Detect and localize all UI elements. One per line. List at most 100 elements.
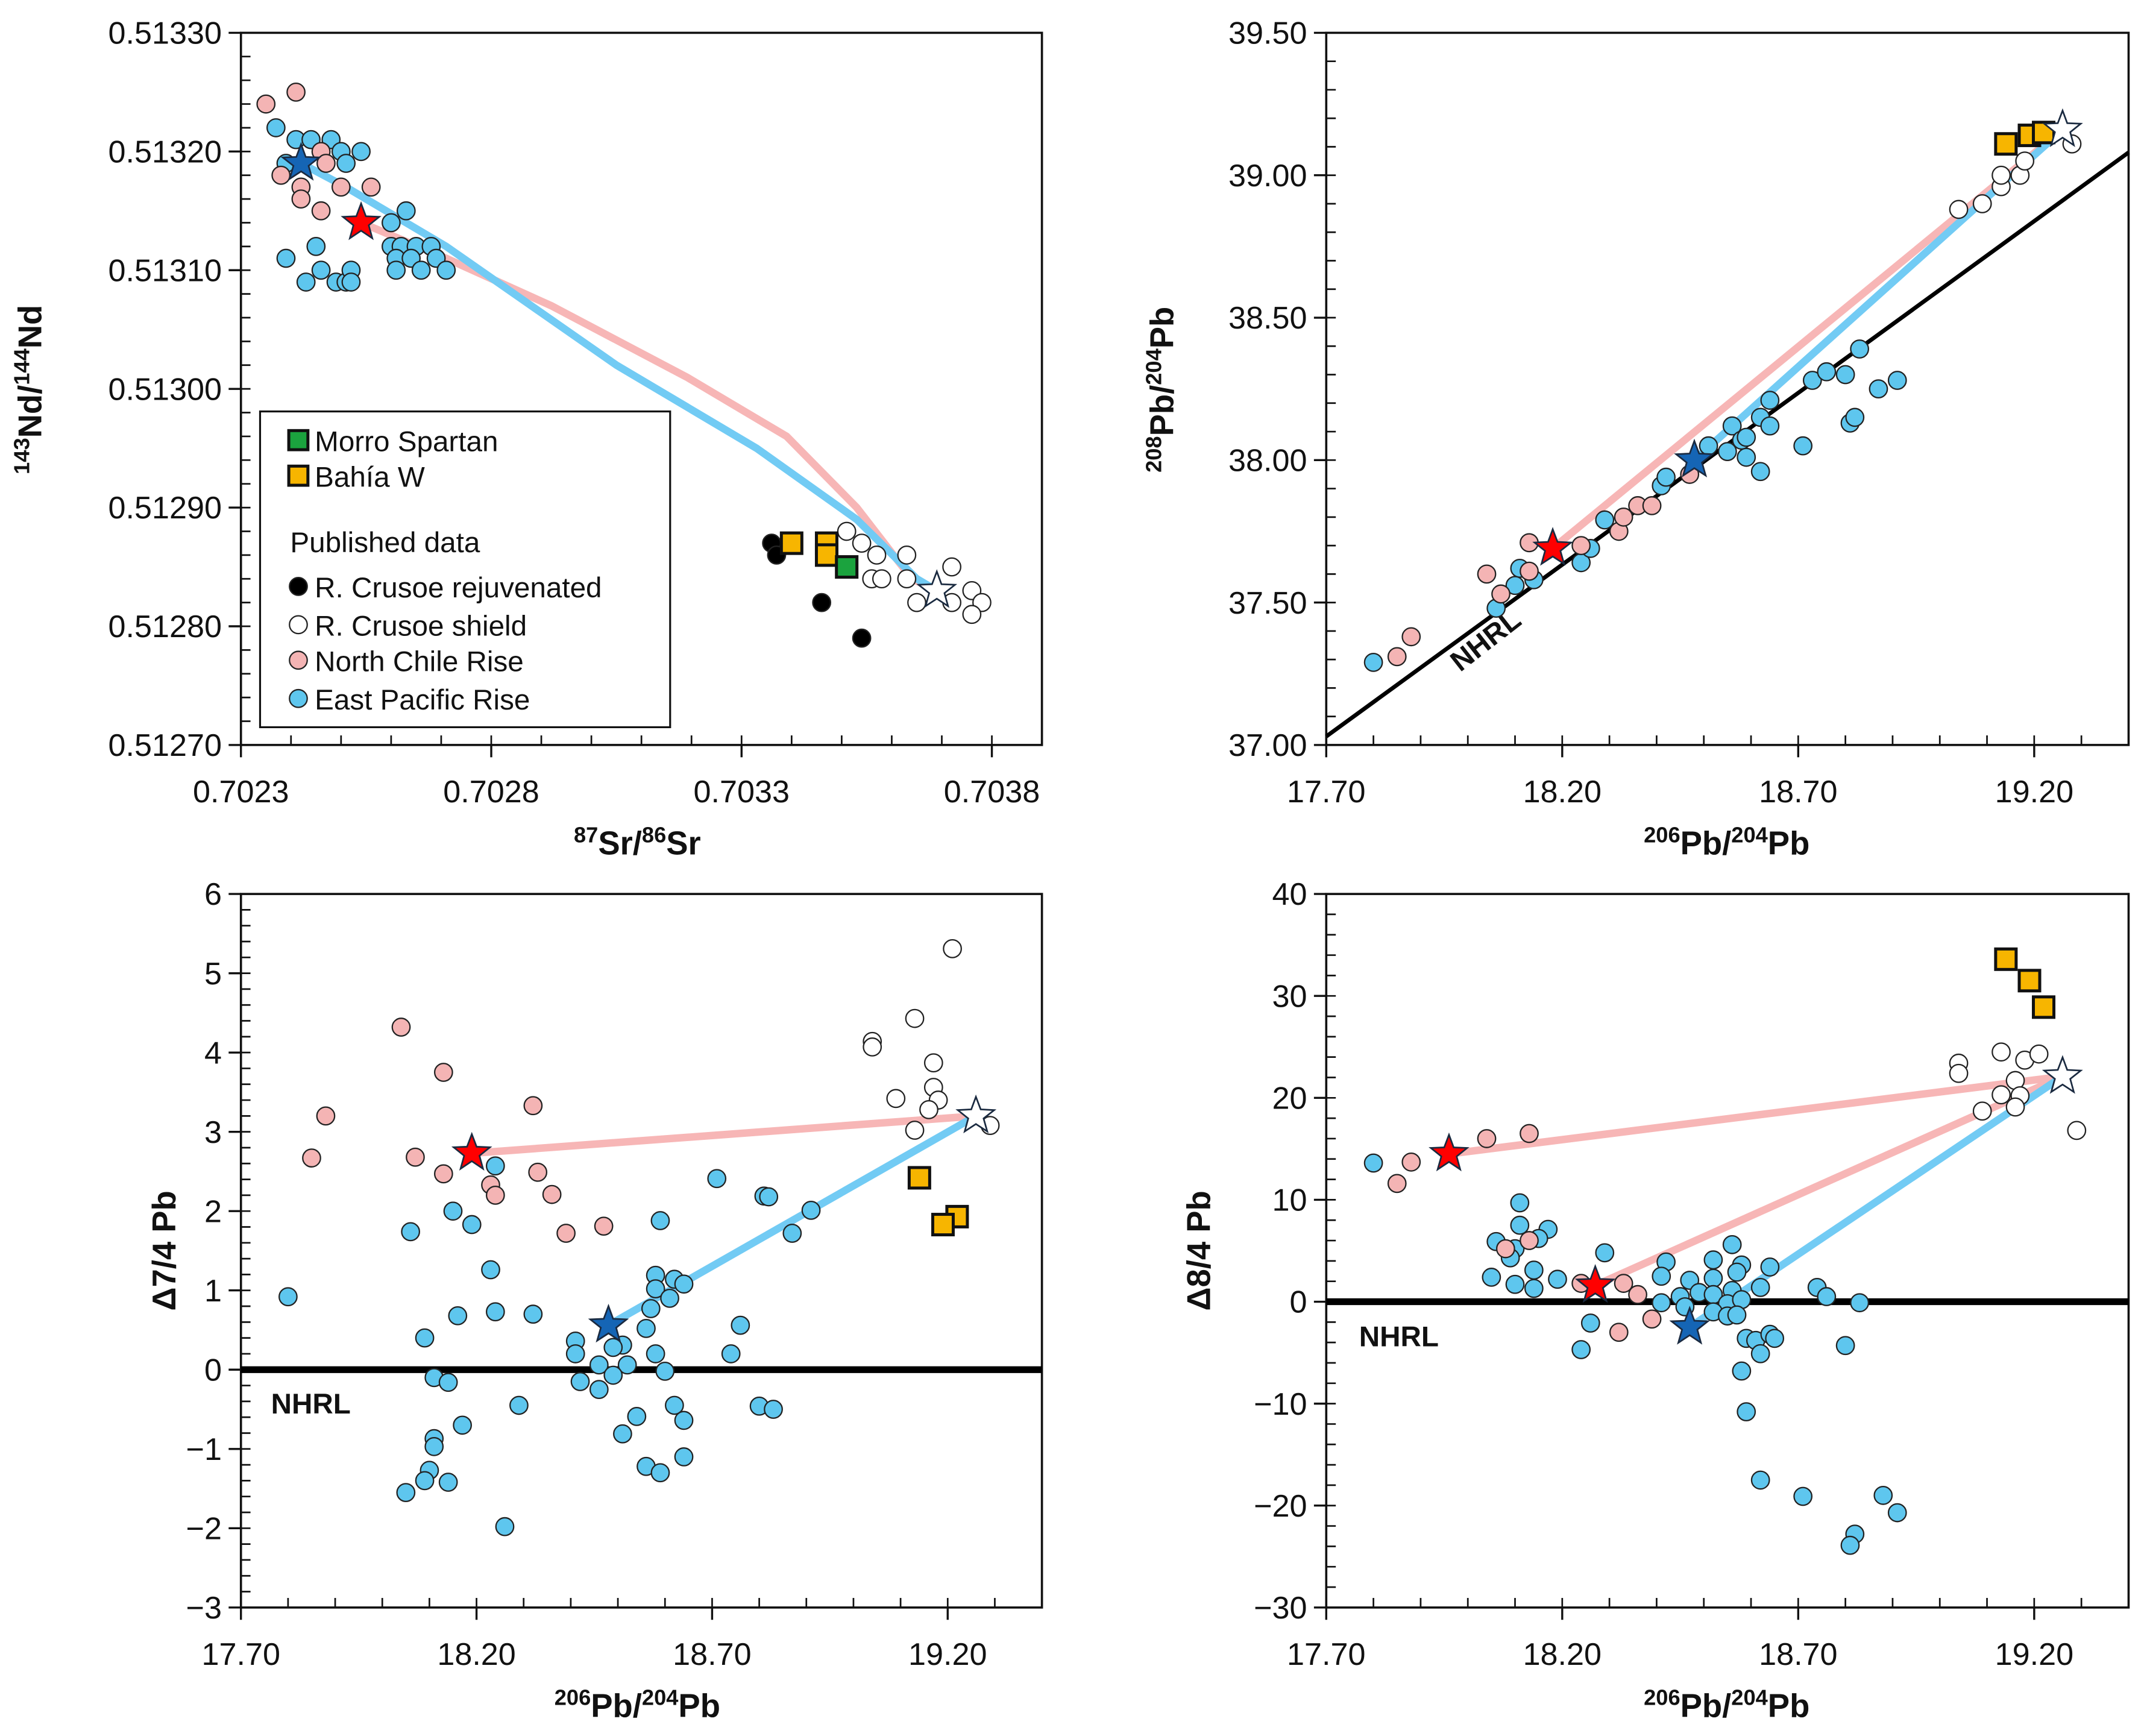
mixing-line <box>1448 1072 2063 1158</box>
series-ncr <box>256 83 381 221</box>
data-point-shield <box>2005 1097 2025 1117</box>
data-point-epr <box>1802 371 1822 390</box>
y-tick-label: 0.51270 <box>108 728 221 763</box>
data-point-rejuv <box>852 628 872 648</box>
data-point-epr <box>1727 1305 1747 1325</box>
legend-label-shield: R. Crusoe shield <box>315 610 527 642</box>
series-bahia <box>779 531 838 567</box>
y-axis-title: Δ8/4 Pb <box>1181 1190 1218 1310</box>
data-point-epr <box>565 1344 585 1363</box>
data-point-epr <box>1760 1257 1780 1277</box>
data-point-epr <box>311 260 331 280</box>
y-tick-label: 5 <box>204 957 222 992</box>
data-point-epr <box>1887 1503 1907 1523</box>
nhrl-label: NHRL <box>1359 1321 1439 1353</box>
data-point-epr <box>589 1380 609 1400</box>
axis-title-text: Sr <box>666 825 700 861</box>
data-point-shield <box>1992 1085 2011 1105</box>
data-point-shield <box>897 545 917 565</box>
data-point-epr <box>1595 1243 1615 1263</box>
legend-marker-rejuv <box>289 576 308 596</box>
data-point-epr <box>1760 416 1780 436</box>
data-point-ncr <box>256 94 276 114</box>
mixing-line <box>471 1112 976 1157</box>
data-point-epr <box>382 213 401 233</box>
data-point-shield <box>905 1008 925 1028</box>
data-point-epr <box>637 1318 656 1338</box>
nhrl-label: NHRL <box>271 1388 351 1420</box>
series-rejuv <box>762 533 872 648</box>
axis-title-text: Nd/ <box>12 385 49 438</box>
y-tick-label: −20 <box>1254 1489 1307 1524</box>
data-point-ncr <box>528 1162 548 1182</box>
data-point-bahia <box>779 531 803 555</box>
data-point-ncr <box>1628 1285 1647 1304</box>
data-point-epr <box>401 1222 421 1242</box>
data-point-bahia <box>1994 132 2018 156</box>
data-point-epr <box>1595 510 1615 530</box>
data-point-epr <box>1793 1486 1813 1506</box>
data-point-epr <box>1850 339 1869 359</box>
y-tick-label: 0.51310 <box>108 253 221 288</box>
data-point-epr <box>443 1201 463 1221</box>
series-ncr <box>1387 1124 1662 1342</box>
panel-d74-pb206: 17.70 18.20 18.70 19.20 −3 −2 −1 0 1 2 3 4 5 6 NHRL 206… <box>146 877 1043 1724</box>
data-point-epr <box>1717 442 1737 462</box>
data-point-epr <box>266 118 286 137</box>
red-endmember-star-marker <box>451 1131 492 1171</box>
data-point-morro <box>835 555 859 579</box>
data-point-epr <box>674 1447 694 1467</box>
data-point-epr <box>641 1299 661 1318</box>
legend-marker-shield <box>289 615 308 635</box>
data-point-ncr <box>1642 496 1662 515</box>
x-tick-label: 0.7028 <box>443 775 539 810</box>
data-point-shield <box>872 569 891 589</box>
data-point-ncr <box>316 154 336 173</box>
data-point-epr <box>1363 652 1383 672</box>
legend-label-ncr: North Chile Rise <box>315 646 524 678</box>
axis-title-text: Δ8/4 Pb <box>1181 1190 1218 1310</box>
y-tick-label: 20 <box>1272 1081 1307 1116</box>
x-tick-label: 0.7023 <box>193 775 289 810</box>
data-point-epr <box>1510 1193 1530 1213</box>
data-point-shield <box>942 557 961 577</box>
legend-label-rejuv: R. Crusoe rejuvenated <box>315 572 602 604</box>
data-point-shield <box>907 593 926 612</box>
data-point-ncr <box>485 1186 505 1205</box>
data-point-epr <box>617 1355 637 1375</box>
data-point-epr <box>1737 1402 1756 1422</box>
data-point-epr <box>1732 1361 1752 1381</box>
data-point-epr <box>523 1304 543 1324</box>
x-tick-label: 19.20 <box>1995 775 2073 810</box>
axis-title-superscript: 204 <box>1141 348 1166 385</box>
white-endmember-star-marker <box>955 1094 997 1134</box>
data-point-epr <box>438 1373 458 1392</box>
legend-box <box>259 410 671 729</box>
data-point-epr <box>481 1260 500 1280</box>
legend-label-morro: Morro Spartan <box>315 426 498 458</box>
data-point-epr <box>351 142 371 162</box>
data-point-ncr <box>433 1063 453 1082</box>
y-tick-label: 0 <box>1290 1285 1307 1320</box>
data-point-shield <box>863 1037 882 1057</box>
data-point-shield <box>943 939 962 958</box>
y-tick-label: 2 <box>204 1194 222 1229</box>
y-tick-label: −2 <box>186 1511 222 1546</box>
x-tick-label: 18.70 <box>673 1637 751 1672</box>
data-point-epr <box>1548 1269 1567 1289</box>
data-point-epr <box>627 1406 647 1426</box>
data-point-epr <box>1505 1274 1525 1294</box>
data-point-epr <box>1840 1535 1860 1555</box>
data-point-epr <box>1850 1293 1869 1313</box>
axis-title-text: Pb <box>1768 825 1810 861</box>
legend-marker-epr <box>289 688 308 708</box>
data-point-ncr <box>1387 647 1407 667</box>
data-point-rejuv <box>812 593 832 612</box>
x-tick-label: 19.20 <box>1995 1637 2073 1672</box>
data-point-epr <box>424 1436 444 1456</box>
data-point-epr <box>655 1362 675 1381</box>
y-tick-label: −30 <box>1254 1591 1307 1626</box>
data-point-shield <box>897 569 917 589</box>
data-point-ncr <box>1614 1274 1633 1293</box>
data-point-ncr <box>1614 507 1633 527</box>
